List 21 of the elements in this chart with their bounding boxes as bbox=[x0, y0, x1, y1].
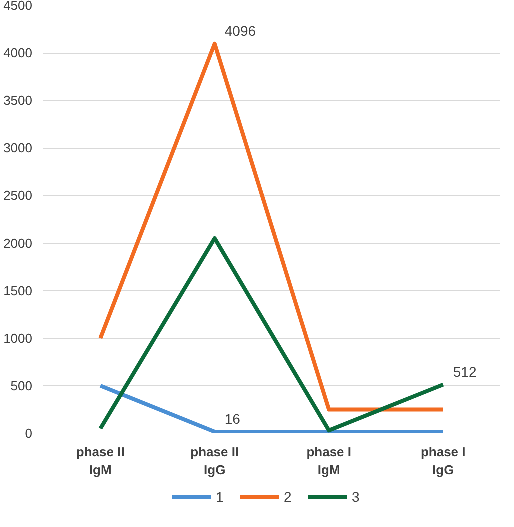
x-tick-label: phase II IgM bbox=[76, 444, 125, 478]
x-tick-label: phase I IgG bbox=[420, 444, 466, 478]
y-tick-label: 500 bbox=[10, 378, 33, 394]
line-series bbox=[98, 236, 446, 433]
legend-label: 1 bbox=[216, 489, 225, 505]
y-tick-label: 1000 bbox=[4, 330, 32, 346]
annotation: 512 bbox=[453, 364, 477, 380]
y-tick-label: 3500 bbox=[4, 93, 32, 108]
y-tick-label: 4500 bbox=[4, 0, 32, 13]
y-tick-label: 0 bbox=[25, 426, 33, 441]
annotation: 4096 bbox=[224, 22, 256, 39]
y-tick-label: 1500 bbox=[4, 283, 32, 298]
legend-label: 2 bbox=[284, 489, 293, 505]
y-tick-label: 2500 bbox=[4, 188, 32, 204]
x-tick-label: phase II IgG bbox=[190, 444, 240, 478]
legend-label: 3 bbox=[352, 489, 361, 505]
y-tick-label: 4000 bbox=[4, 46, 32, 61]
y-tick-label: 3000 bbox=[4, 140, 32, 156]
y-tick-label: 2000 bbox=[4, 236, 32, 251]
x-tick-label: phase I IgM bbox=[306, 444, 352, 478]
annotation: 16 bbox=[224, 410, 241, 427]
